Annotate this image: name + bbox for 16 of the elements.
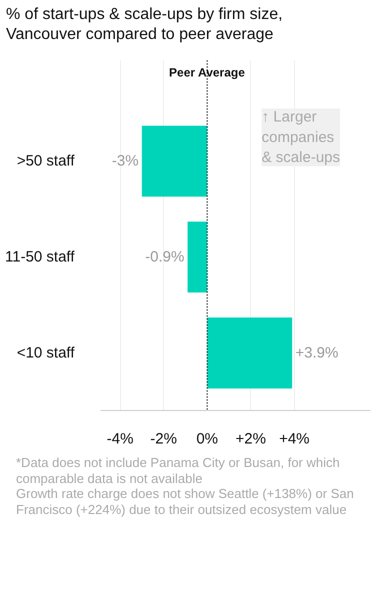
- x-tick-label: 0%: [196, 430, 218, 448]
- y-tick-label: >50 staff: [16, 152, 76, 170]
- x-tick-label: +2%: [236, 430, 266, 448]
- x-tick-label: +4%: [279, 430, 310, 448]
- data-label: -0.9%: [145, 248, 184, 266]
- y-tick-label: <10 staff: [16, 344, 76, 362]
- data-label: -3%: [112, 152, 139, 170]
- chart-title: % of start-ups & scale-ups by firm size, Vancouver compared to peer average: [6, 5, 283, 45]
- text: *Data does not include Panama City or Busan, for which comparable data is not available: [16, 455, 340, 486]
- x-tick-label: -2%: [150, 430, 177, 448]
- ref-line-label: Peer Average: [169, 66, 246, 80]
- y-tick-label: 11-50 staff: [5, 248, 76, 266]
- x-tick-label: -4%: [106, 430, 134, 448]
- text: Growth rate charge does not show Seattle (+138%) or San Francisco (+224%) due to their outsized ecosystem value: [16, 486, 354, 517]
- annotation: ↑ Larger companies & scale-ups: [262, 108, 340, 166]
- data-label: +3.9%: [295, 344, 338, 362]
